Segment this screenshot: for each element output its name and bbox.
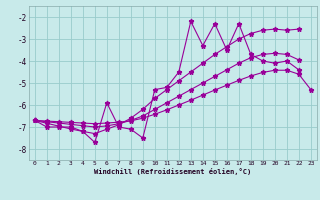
X-axis label: Windchill (Refroidissement éolien,°C): Windchill (Refroidissement éolien,°C) <box>94 168 252 175</box>
